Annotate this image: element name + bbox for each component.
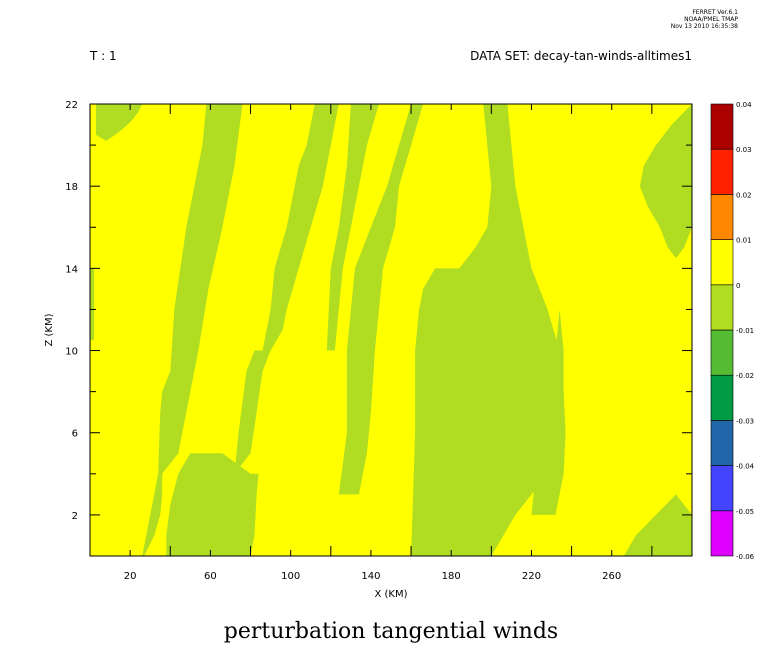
x-tick-label: 180: [442, 571, 461, 582]
y-tick-label: 10: [65, 347, 78, 358]
colorbar-level-label: 0: [736, 282, 740, 290]
y-axis-label: Z (KM): [44, 313, 55, 346]
dataset-label: DATA SET: decay-tan-winds-alltimes1: [470, 49, 692, 63]
colorbar-level-label: -0.03: [736, 417, 754, 425]
x-tick-label: 60: [204, 571, 217, 582]
colorbar: -0.06 -0.05 -0.04 -0.03 -0.02 -0.01 0 0.01 0.02 0…: [710, 101, 755, 561]
ferret-date: Nov 13 2010 16:35:38: [671, 23, 738, 30]
contour-region-10: [623, 494, 692, 556]
contour-region-4: [166, 453, 259, 556]
time-label: T : 1: [89, 49, 117, 63]
y-tick-label: 2: [72, 511, 78, 522]
colorbar-swatch: [710, 329, 734, 376]
y-tick-label: 22: [65, 100, 78, 111]
x-axis-label: X (KM): [374, 589, 407, 600]
colorbar-swatch: [710, 194, 734, 240]
colorbar-level-label: 0.01: [736, 237, 752, 245]
colorbar-level-label: -0.05: [736, 508, 754, 516]
y-tick-label: 14: [65, 264, 78, 275]
colorbar-swatch: [710, 284, 734, 331]
x-tick-label: 100: [281, 571, 300, 582]
plot-frame: [89, 103, 693, 557]
colorbar-swatch: [710, 239, 734, 286]
axis-ticks: 20 60 100 140 180 220 260 2 6 10 14 18 22: [65, 100, 693, 582]
colorbar-level-label: 0.03: [736, 146, 752, 154]
colorbar-swatch: [710, 420, 734, 466]
x-tick-label: 220: [522, 571, 541, 582]
x-tick-label: 20: [124, 571, 137, 582]
heatmap-plot: 20 60 100 140 180 220 260 2 6 10 14 18 22: [65, 100, 693, 582]
chart-title: perturbation tangential winds: [224, 619, 558, 644]
contour-region-3: [142, 104, 243, 556]
colorbar-swatch: [710, 374, 734, 421]
contour-region-9: [531, 309, 566, 515]
contour-region-2: [96, 104, 143, 141]
colorbar-level-label: -0.02: [736, 372, 754, 380]
y-tick-label: 6: [72, 429, 78, 440]
contour-region-1: [90, 268, 94, 341]
colorbar-level-label: -0.06: [736, 553, 755, 561]
contour-region-7: [338, 104, 424, 495]
colorbar-swatch: [710, 103, 734, 150]
colorbar-swatch: [710, 465, 734, 512]
colorbar-level-label: 0.02: [736, 191, 752, 199]
contour-region-8: [411, 104, 564, 556]
colorbar-swatch: [710, 510, 734, 557]
colorbar-level-label: 0.04: [736, 101, 752, 109]
x-tick-label: 140: [361, 571, 380, 582]
contour-region-5: [234, 104, 339, 474]
colorbar-swatch: [710, 148, 734, 195]
colorbar-level-label: -0.01: [736, 327, 754, 335]
ferret-org: NOAA/PMEL TMAP: [684, 16, 738, 23]
x-tick-label: 260: [602, 571, 621, 582]
ferret-version: FERRET Ver.6.1: [692, 9, 738, 16]
colorbar-level-label: -0.04: [736, 463, 755, 471]
y-tick-label: 18: [65, 182, 78, 193]
contour-region-11: [639, 104, 692, 259]
contour-region-6: [326, 104, 379, 351]
contour-regions: [90, 104, 692, 556]
